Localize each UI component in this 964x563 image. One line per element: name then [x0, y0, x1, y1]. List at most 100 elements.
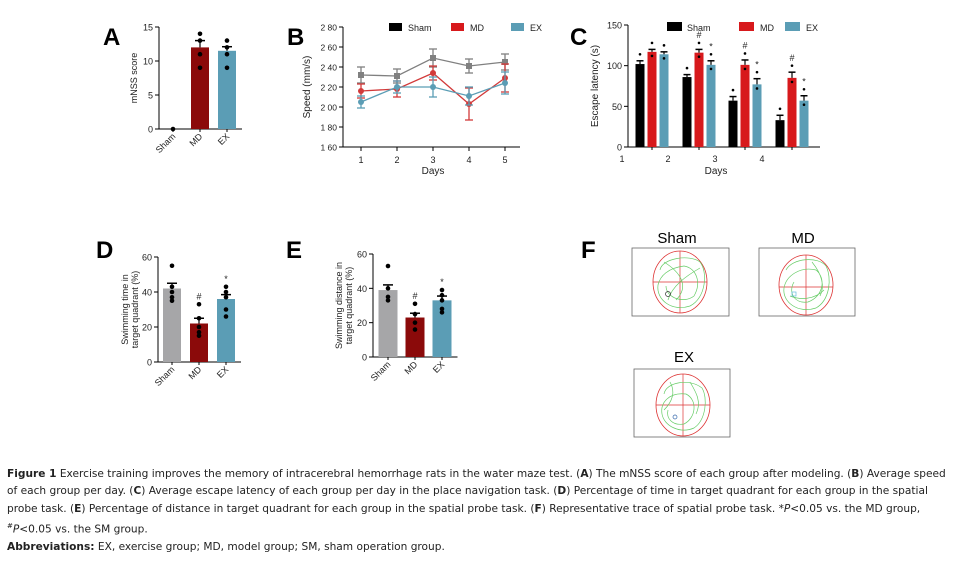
platform-marker [791, 291, 797, 297]
data-point [358, 72, 364, 78]
panel-label-c: C [570, 24, 587, 51]
data-point [685, 66, 689, 70]
data-point [385, 286, 391, 291]
y-tick-label: 60 [142, 253, 152, 263]
y-axis-label: mNSS score [129, 53, 139, 104]
trace-frame [633, 368, 731, 438]
data-point [802, 87, 806, 91]
data-point [430, 84, 436, 90]
data-point [196, 315, 202, 321]
x-tick-label: EX [215, 364, 231, 380]
x-tick-label: 4 [466, 155, 471, 165]
bar-ex [799, 100, 809, 147]
significance-mark: * [440, 277, 444, 287]
legend-swatch [667, 22, 682, 31]
legend-swatch [511, 23, 524, 31]
legend-label: Sham [408, 23, 432, 33]
x-tick-label: Sham [369, 359, 393, 383]
chart-panel-c: 0 50 100 150 # # # * * * 1 2 3 4 Days Escape latency (s… [590, 21, 820, 177]
y-tick-label: 60 [357, 250, 367, 260]
data-point [412, 327, 418, 332]
x-tick-label: 1 [619, 154, 624, 164]
legend-swatch [389, 23, 402, 31]
trace-ex: EX [633, 349, 731, 438]
y-tick-label: 2 60 [320, 43, 337, 53]
abbreviations: Abbreviations: EX, exercise group; MD, m… [7, 540, 445, 553]
caption-body: Figure 1 Exercise training improves the … [7, 468, 946, 536]
data-point [223, 314, 229, 319]
x-tick-label: MD [402, 359, 419, 376]
significance-mark: * [755, 59, 759, 69]
data-point [790, 64, 794, 67]
trace-title-ex: EX [674, 349, 694, 366]
chart-panel-d: 0 20 40 60 Swimming time in target quadrant (… [120, 253, 241, 388]
data-point [709, 52, 713, 56]
significance-mark: # [742, 41, 747, 51]
data-point [755, 70, 759, 74]
data-point [430, 55, 436, 61]
bar-sham [682, 77, 692, 147]
trace-md: MD [758, 230, 856, 317]
trace-title-sham: Sham [657, 230, 696, 247]
data-point [385, 294, 391, 300]
data-point [430, 70, 436, 76]
data-point [439, 306, 445, 312]
figure-label: Figure 1 [7, 468, 57, 480]
significance-mark: * [802, 76, 806, 86]
x-tick-label: MD [187, 131, 204, 148]
bar [218, 50, 236, 129]
significance-mark: # [196, 291, 201, 301]
data-point [223, 294, 229, 300]
data-point [394, 73, 400, 79]
y-tick-label: 2 80 [320, 23, 337, 33]
data-point [223, 289, 229, 295]
bar-ex [659, 54, 669, 147]
y-tick-label: 1 80 [320, 123, 337, 133]
y-axis-label: Speed (mm/s) [302, 56, 313, 119]
y-axis-label: Escape latency (s) [590, 45, 601, 127]
data-point [638, 52, 642, 56]
bar [432, 300, 452, 357]
data-point [412, 311, 418, 317]
data-point [439, 292, 445, 298]
data-point [709, 67, 713, 71]
x-tick-label: MD [186, 364, 203, 381]
data-point [412, 320, 418, 325]
panel-label-d: D [96, 237, 113, 264]
bar-sham [775, 120, 785, 147]
data-point [439, 298, 445, 303]
chart-panel-a: 0 5 10 15 mNSS score Sham MD EX [129, 23, 242, 155]
data-point [778, 107, 782, 111]
significance-mark: # [789, 53, 794, 63]
bar-md [740, 64, 750, 147]
y-tick-label: 0 [362, 353, 367, 363]
bar-md [787, 77, 797, 147]
data-point [224, 51, 230, 57]
data-point [743, 52, 747, 55]
data-point [224, 65, 230, 71]
x-tick-label: Sham [154, 131, 178, 155]
legend-label: MD [760, 23, 774, 33]
y-tick-label: 20 [142, 323, 152, 333]
data-point [169, 263, 175, 269]
x-axis-label: Days [705, 166, 728, 177]
data-point [358, 99, 364, 105]
data-point [662, 44, 666, 47]
data-point [169, 294, 175, 300]
y-tick-label: 0 [148, 125, 153, 135]
bar [217, 299, 235, 362]
data-point [743, 67, 747, 71]
chart-panel-b: 1 60 1 80 2 00 2 20 2 40 2 60 2 80 1 2 3 4 5 Days Spe… [302, 23, 542, 178]
y-tick-label: 40 [142, 288, 152, 298]
y-tick-label: 100 [607, 61, 622, 71]
legend-label: EX [530, 23, 542, 33]
data-point [790, 80, 794, 84]
y-axis-label: Swimming time in [120, 274, 130, 345]
data-point [196, 324, 202, 330]
data-point [224, 45, 230, 50]
y-axis-label: Swimming distance in [334, 262, 344, 349]
data-point [169, 298, 175, 304]
bar [190, 323, 208, 362]
legend-label: MD [470, 23, 484, 33]
